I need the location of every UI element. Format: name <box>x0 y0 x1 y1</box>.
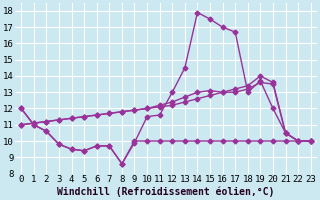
X-axis label: Windchill (Refroidissement éolien,°C): Windchill (Refroidissement éolien,°C) <box>57 187 275 197</box>
